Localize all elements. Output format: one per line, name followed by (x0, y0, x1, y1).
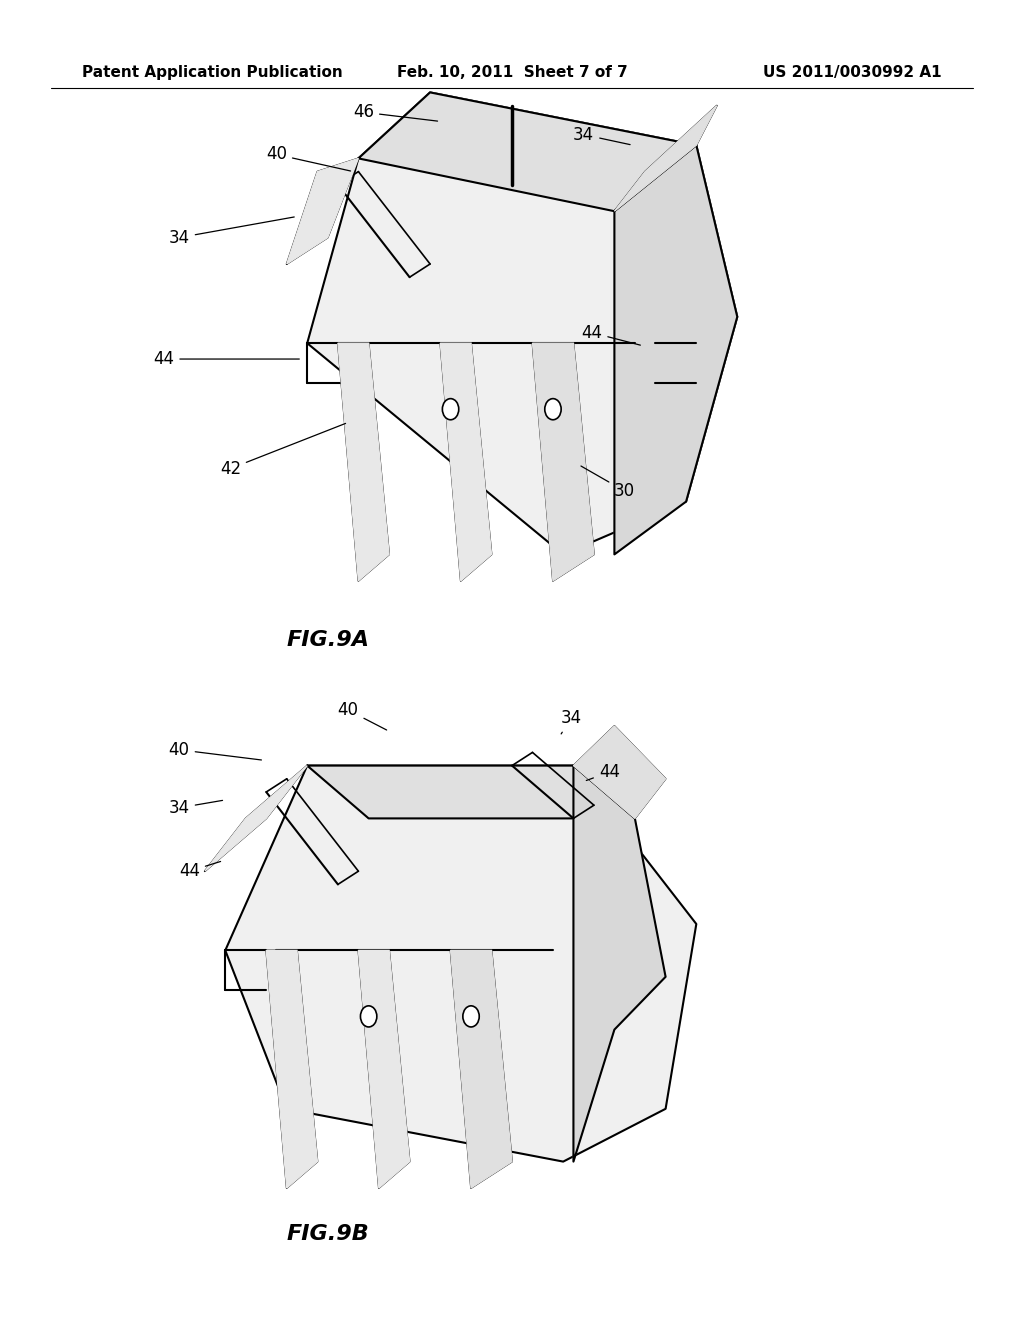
Text: 44: 44 (587, 763, 620, 781)
Text: 44: 44 (154, 350, 299, 368)
Polygon shape (307, 92, 737, 554)
Text: FIG.9B: FIG.9B (287, 1224, 370, 1245)
Polygon shape (573, 726, 666, 818)
Text: 40: 40 (266, 145, 350, 172)
Text: 34: 34 (561, 709, 582, 734)
Text: Patent Application Publication: Patent Application Publication (82, 65, 343, 81)
Polygon shape (614, 145, 737, 554)
Circle shape (442, 399, 459, 420)
Circle shape (360, 1006, 377, 1027)
Text: 34: 34 (169, 799, 222, 817)
Text: 40: 40 (169, 741, 261, 760)
Text: 34: 34 (573, 125, 630, 145)
Polygon shape (614, 106, 717, 211)
Text: 40: 40 (338, 701, 387, 730)
Polygon shape (532, 343, 594, 581)
Text: 44: 44 (179, 862, 220, 880)
Polygon shape (338, 343, 389, 581)
Text: FIG.9A: FIG.9A (287, 630, 370, 651)
Polygon shape (440, 343, 492, 581)
Polygon shape (205, 766, 307, 871)
Text: 34: 34 (169, 216, 294, 247)
Polygon shape (225, 766, 696, 1162)
Circle shape (463, 1006, 479, 1027)
Text: 30: 30 (581, 466, 635, 500)
Polygon shape (307, 766, 635, 818)
Polygon shape (451, 950, 512, 1188)
Polygon shape (358, 92, 696, 211)
Text: Feb. 10, 2011  Sheet 7 of 7: Feb. 10, 2011 Sheet 7 of 7 (396, 65, 628, 81)
Text: US 2011/0030992 A1: US 2011/0030992 A1 (764, 65, 942, 81)
Text: 44: 44 (582, 323, 640, 345)
Polygon shape (287, 158, 358, 264)
Polygon shape (573, 766, 666, 1162)
Polygon shape (358, 950, 410, 1188)
Polygon shape (266, 950, 317, 1188)
Text: 42: 42 (220, 424, 345, 478)
Circle shape (545, 399, 561, 420)
Text: 46: 46 (353, 103, 437, 121)
